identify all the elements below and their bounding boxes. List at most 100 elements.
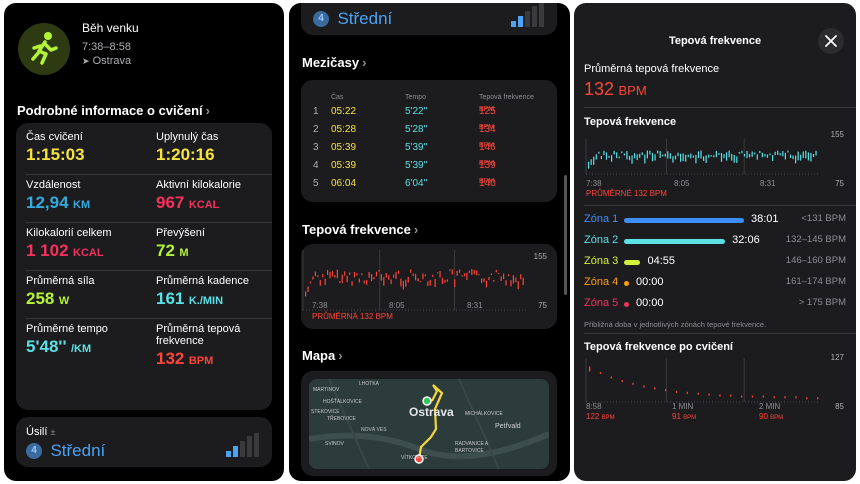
hr-sample [512,275,514,284]
hr-sample [463,273,466,277]
metric-value: 1:20:16 [156,145,215,164]
zone-bar [624,260,641,265]
hr-sample [626,151,628,160]
hr-sample [437,272,439,274]
hr-sample [772,155,774,162]
details-header-label: Podrobné informace o cvičení [17,103,203,118]
hr-sample [498,272,500,275]
chevron-right-icon: › [362,55,367,70]
hr-sample [605,152,608,160]
hr-sample [351,281,353,286]
hr-sample [336,269,338,279]
hr-sample [639,153,641,158]
metric-unit: BPM [188,355,214,367]
hr-sample [754,152,756,155]
split-time: 05:39 [331,142,357,153]
hr-chart-card[interactable]: 155 75 7:38 8:05 8:31 PRŮMĚRNÁ 132 BPM [301,244,557,329]
effort-card-top[interactable]: 4 Střední [301,3,557,35]
recovery-sample [806,397,808,400]
recovery-sample [686,391,689,394]
zone-bar [624,218,744,223]
effort-level-badge: 4 [26,443,42,459]
hr-sample [476,270,478,276]
split-pace: 5'28'' [405,124,428,135]
map-header[interactable]: Mapa › [302,348,343,363]
hr-sample [802,151,804,159]
map-label-hostalkovice: HOŠŤÁLKOVICE [323,399,362,405]
hr-header[interactable]: Tepová frekvence › [302,222,418,237]
location-arrow-icon: ➤ [82,56,90,66]
hr-sample [588,161,590,169]
hr-sample [378,270,380,272]
hr-detail-avg: PRŮMĚRNÉ 132 BPM [586,189,667,198]
hr-sample [400,278,402,287]
recovery-sample [665,389,667,392]
divider [26,174,272,175]
zone-dot [624,281,629,286]
hr-sample [657,150,659,154]
hr-sample [631,155,633,164]
hr-sample [779,153,781,156]
hr-sample [766,154,769,158]
chevron-right-icon: › [205,103,210,118]
hr-sample [405,279,407,287]
metrics-card: Čas cvičení 1:15:03 Uplynulý čas 1:20:16 V… [16,123,272,410]
hr-header-label: Tepová frekvence [302,222,411,237]
map-view[interactable]: MARTINOV LHOTKA HOŠŤÁLKOVICE STEKOVICE T… [309,379,549,469]
hr-sample [641,152,643,155]
hr-sample [613,150,615,155]
hr-sample [695,154,697,164]
recovery-time-0: 8:58 [586,402,602,411]
hr-sample [759,150,761,154]
sheet-title: Tepová frekvence [668,35,762,47]
hr-sample [708,154,710,158]
hr-sample [756,154,758,160]
hr-sample [662,154,664,157]
hr-sample [593,156,595,165]
metric-cell: Průměrná síla 258 W [26,275,146,309]
splits-header[interactable]: Mezičasy › [302,55,366,70]
effort-card[interactable]: Úsilí ± 4 Střední [16,417,272,467]
metric-value-row: 12,94 KM [26,193,146,213]
hr-sample [468,270,470,274]
hr-sample [510,280,512,287]
map-card[interactable]: MARTINOV LHOTKA HOŠŤÁLKOVICE STEKOVICE T… [301,371,557,476]
effort-label: Úsilí [26,426,48,438]
close-button[interactable] [818,28,844,54]
recovery-sample [795,396,797,399]
map-label-radvanice: RADVANICE A BARTOVICE [455,441,488,454]
metric-cell: Průměrná tepová frekvence 132 BPM [156,323,276,369]
recovery-sample [719,394,721,397]
zone-row: Zóna 4 00:00 161–174 BPM [584,276,846,292]
metric-value: 72 [156,241,175,260]
hr-sample [672,156,674,163]
workout-detail-panel: 4 Střední Mezičasy › Čas Tempo Tepová fre… [289,3,570,481]
map-label-nova-ves: NOVÁ VES [361,427,387,433]
effort-value-row: 4 Střední [26,441,105,461]
divider [26,318,272,319]
hr-sample [441,277,444,285]
recovery-sample [675,390,678,393]
hr-sample [728,150,730,158]
hr-sample [488,276,490,281]
hr-sample [346,275,348,283]
hr-sample [471,269,473,276]
metric-value-row: 161 K./MIN [156,289,276,309]
recovery-val-0-unit: BPM [601,415,615,421]
heart-rate-detail-panel: Tepová frekvence Průměrná tepová frekven… [574,3,856,481]
map-label-ostrava: Ostrava [409,405,454,419]
recovery-val-0: 122 BPM [586,412,615,421]
hr-sample [805,150,807,159]
hr-sample [375,271,378,277]
effort-value: Střední [50,441,106,460]
hr-sample [741,150,743,154]
hr-sample [380,274,382,281]
recovery-sample [697,392,699,395]
metric-unit: M [179,247,189,259]
details-header[interactable]: Podrobné informace o cvičení › [17,103,210,118]
hr-sample [429,279,431,286]
scrollbar[interactable] [564,175,567,295]
hr-chart-x1: 8:05 [389,301,405,310]
hr-sample [395,271,397,279]
map-header-label: Mapa [302,348,336,363]
